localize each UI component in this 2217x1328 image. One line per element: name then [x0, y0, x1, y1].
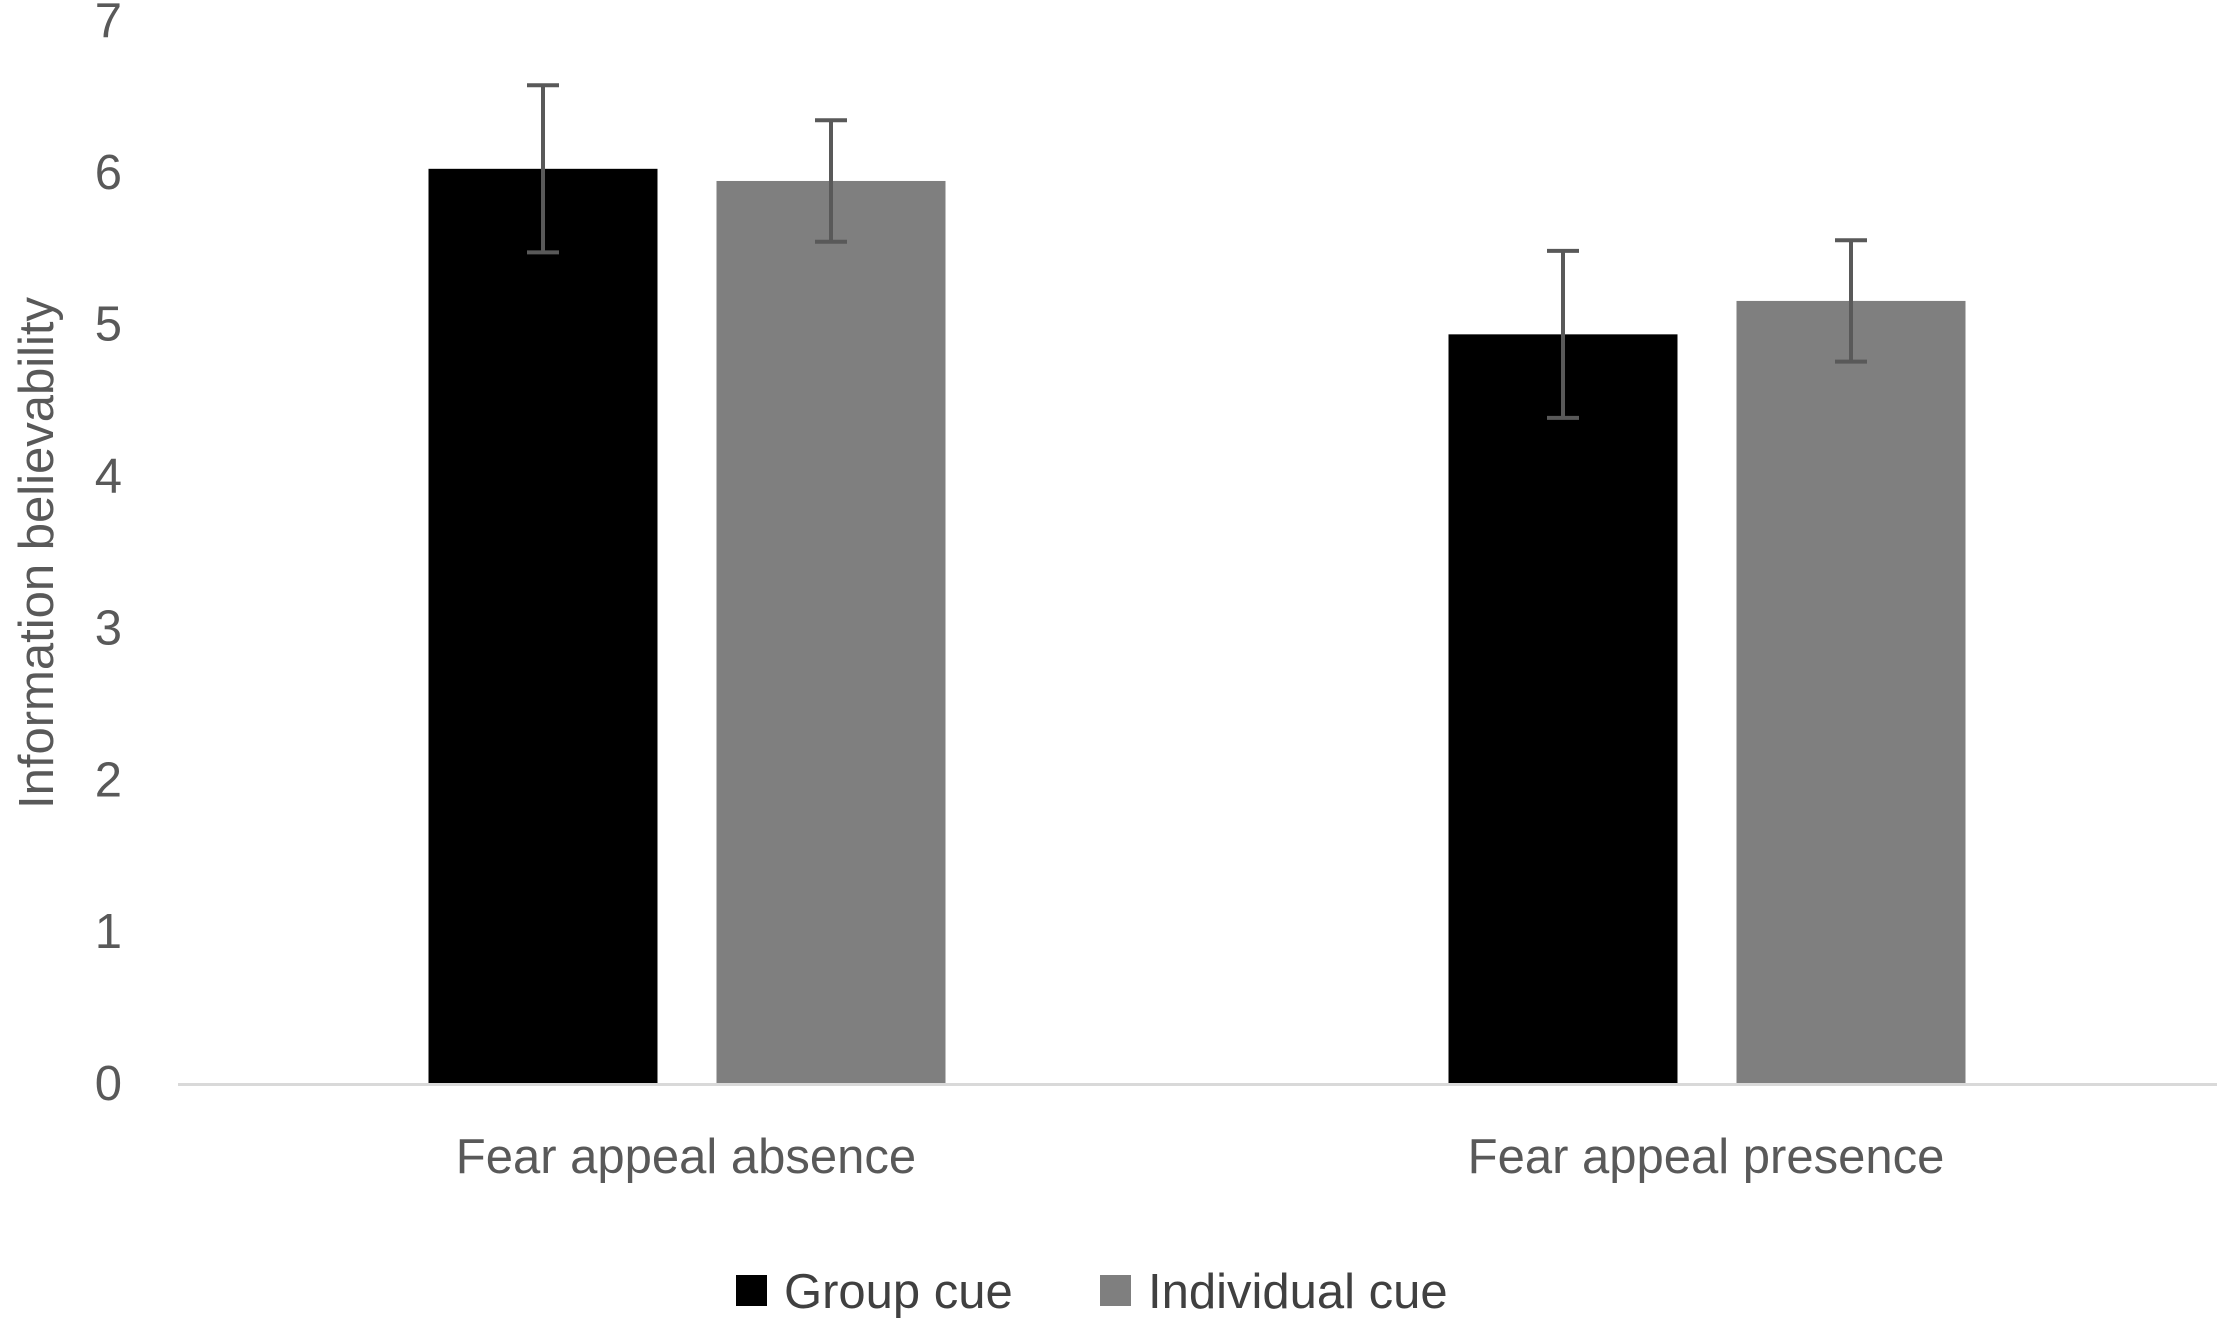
error-bar-individual-cue-2 [1835, 238, 1867, 364]
y-tick-label-2: 2 [95, 753, 122, 807]
y-tick-label-0: 0 [95, 1057, 122, 1111]
legend-swatch-individual-cue [1100, 1275, 1131, 1306]
bar-individual-cue-1 [716, 180, 946, 1083]
y-tick-label-3: 3 [95, 601, 122, 655]
error-bar-group-cue-1 [527, 83, 559, 255]
bar-group-cue-1 [428, 168, 658, 1083]
y-tick-label-1: 1 [95, 905, 122, 959]
legend: Group cue Individual cue [736, 1265, 1448, 1319]
y-tick-label-4: 4 [95, 450, 122, 504]
y-tick-label-6: 6 [95, 146, 122, 200]
category-labels: Fear appeal absence Fear appeal presence [456, 1130, 1945, 1184]
legend-label-group-cue: Group cue [784, 1265, 1013, 1319]
legend-label-individual-cue: Individual cue [1148, 1265, 1448, 1319]
error-bars [527, 83, 1867, 420]
y-tick-label-5: 5 [95, 298, 122, 352]
bars [428, 168, 1966, 1084]
category-label-1: Fear appeal absence [456, 1130, 916, 1184]
error-bar-individual-cue-1 [815, 118, 847, 244]
bar-group-cue-2 [1448, 334, 1678, 1083]
y-axis-title: Information believability [10, 296, 64, 809]
y-tick-label-7: 7 [95, 0, 122, 48]
category-label-2: Fear appeal presence [1468, 1130, 1945, 1184]
y-axis-title-group: Information believability [10, 296, 64, 809]
bar-individual-cue-2 [1736, 300, 1966, 1084]
error-bar-group-cue-2 [1547, 248, 1579, 420]
y-axis-ticks: 0 1 2 3 4 5 6 7 [95, 0, 122, 1111]
legend-swatch-group-cue [736, 1275, 767, 1306]
